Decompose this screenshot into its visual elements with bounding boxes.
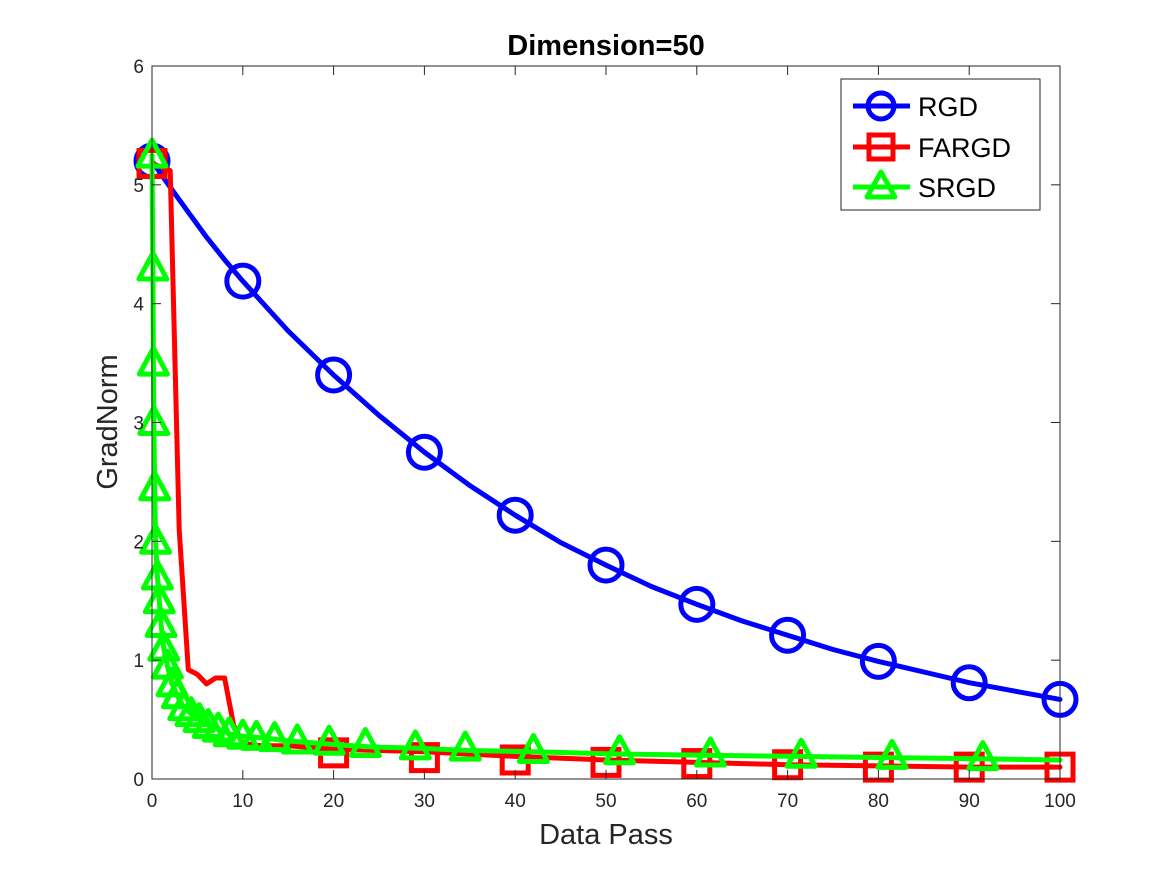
x-tick-label: 90: [959, 791, 980, 812]
data-point-srgd: [239, 719, 273, 751]
x-tick-label: 60: [686, 791, 707, 812]
x-tick-label: 80: [868, 791, 889, 812]
x-axis-label: Data Pass: [539, 819, 673, 851]
data-point-srgd: [784, 737, 818, 769]
x-tick-label: 0: [147, 791, 158, 812]
data-point-srgd: [139, 523, 173, 555]
data-point-srgd: [136, 345, 170, 377]
data-point-srgd: [448, 730, 482, 762]
data-point-rgd: [678, 585, 716, 623]
legend-label-rgd: RGD: [918, 92, 978, 122]
data-point-srgd: [138, 470, 172, 502]
y-tick-label: 3: [133, 414, 144, 435]
series-layer: [133, 137, 1079, 783]
chart-title: Dimension=50: [507, 30, 704, 62]
data-point-rgd: [587, 546, 625, 584]
y-tick-label: 4: [133, 295, 144, 316]
legend-marker-srgd: [864, 169, 898, 200]
x-tick-label: 40: [505, 791, 526, 812]
data-point-rgd: [496, 496, 534, 534]
x-tick-label: 70: [777, 791, 798, 812]
data-point-srgd: [966, 740, 1000, 772]
data-point-rgd: [224, 262, 262, 300]
data-point-rgd: [859, 642, 897, 680]
data-point-srgd: [875, 738, 909, 770]
data-point-srgd: [137, 405, 171, 436]
x-tick-label: 100: [1044, 791, 1076, 812]
x-tick-label: 30: [414, 791, 435, 812]
data-point-srgd: [280, 723, 314, 755]
data-point-srgd: [398, 729, 432, 761]
data-point-rgd: [769, 616, 807, 654]
x-tick-label: 50: [595, 791, 616, 812]
legend-label-srgd: SRGD: [918, 173, 996, 203]
x-tick-label: 20: [323, 791, 344, 812]
y-tick-label: 2: [133, 532, 144, 553]
series-line-rgd: [149, 158, 1063, 702]
legend-label-fargd: FARGD: [918, 133, 1011, 163]
data-point-srgd: [348, 727, 382, 758]
data-point-srgd: [136, 250, 170, 282]
x-tick-label: 10: [232, 791, 253, 812]
legend: RGD FARGD SRGD: [840, 78, 1041, 211]
ticks-layer: 0 10 20 30 40 50 60 70 80 90 100 0 1 2 3 4 5 6: [133, 57, 1075, 812]
data-point-rgd: [950, 664, 988, 702]
data-point-rgd: [405, 433, 443, 471]
data-point-srgd: [312, 724, 346, 756]
data-point-srgd: [516, 733, 550, 764]
data-point-rgd: [315, 356, 353, 394]
legend-marker-rgd: [865, 90, 897, 122]
data-point-srgd: [603, 734, 637, 766]
y-tick-label: 1: [133, 651, 144, 672]
y-tick-label: 0: [133, 770, 144, 791]
data-point-srgd: [258, 721, 292, 753]
legend-marker-fargd: [866, 132, 896, 162]
data-point-srgd: [167, 690, 201, 722]
data-point-srgd: [693, 736, 727, 768]
y-tick-label: 5: [133, 176, 144, 197]
y-tick-label: 6: [133, 57, 144, 78]
series-rgd: [133, 142, 1079, 718]
y-axis-label: GradNorm: [92, 354, 124, 489]
